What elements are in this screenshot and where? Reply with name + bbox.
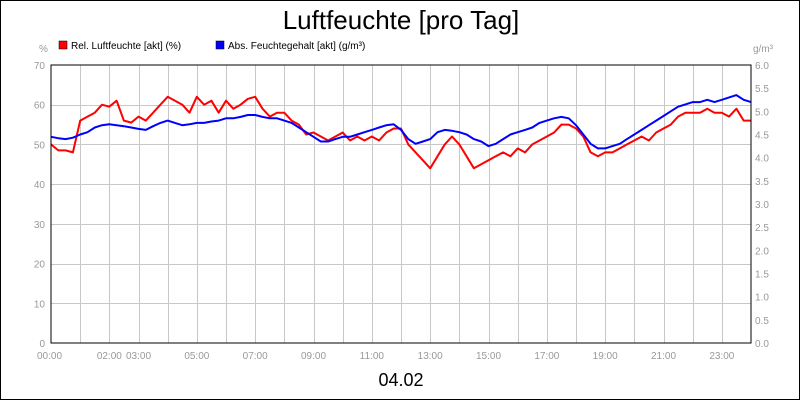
x-tick-label: 23:00 bbox=[709, 351, 734, 362]
y-right-ticks: 0.0 0.5 1.0 1.5 2.0 2.5 3.0 3.5 4.0 4.5 5.0 5.5 6.0 bbox=[755, 61, 769, 350]
y-right-tick-label: 1.0 bbox=[755, 293, 769, 304]
y-right-tick-label: 2.5 bbox=[755, 223, 769, 234]
y-right-tick-label: 4.0 bbox=[755, 154, 769, 165]
x-tick-label: 02:00 bbox=[97, 351, 122, 362]
y-left-tick-label: 0 bbox=[39, 339, 45, 350]
x-tick-label: 00:00 bbox=[37, 351, 62, 362]
x-ticks: 00:00 02:00 03:00 05:00 07:00 09:00 11:00 13:00… bbox=[37, 351, 735, 362]
date-label: 04.02 bbox=[378, 370, 423, 390]
y-right-tick-label: 2.0 bbox=[755, 246, 769, 257]
y-left-tick-label: 20 bbox=[34, 260, 46, 271]
x-tick-label: 05:00 bbox=[184, 351, 209, 362]
x-tick-label: 03:00 bbox=[126, 351, 151, 362]
y-left-tick-label: 60 bbox=[34, 101, 46, 112]
left-axis-unit: % bbox=[39, 44, 48, 55]
x-tick-label: 17:00 bbox=[534, 351, 559, 362]
y-left-tick-label: 50 bbox=[34, 140, 46, 151]
series bbox=[50, 94, 752, 170]
x-tick-label: 15:00 bbox=[476, 351, 501, 362]
y-right-tick-label: 1.5 bbox=[755, 270, 769, 281]
legend: Rel. Luftfeuchte [akt] (%) Abs. Feuchteg… bbox=[58, 40, 365, 52]
y-right-tick-label: 4.5 bbox=[755, 131, 769, 142]
series-line-rel-humidity bbox=[50, 95, 751, 170]
y-left-tick-label: 10 bbox=[34, 299, 46, 310]
x-tick-label: 11:00 bbox=[360, 351, 385, 362]
x-tick-label: 07:00 bbox=[243, 351, 268, 362]
y-right-tick-label: 5.0 bbox=[755, 107, 769, 118]
y-left-tick-label: 30 bbox=[34, 220, 46, 231]
y-right-tick-label: 3.5 bbox=[755, 177, 769, 188]
legend-swatch-abs bbox=[215, 40, 225, 50]
y-left-tick-label: 70 bbox=[34, 61, 46, 72]
grid bbox=[51, 65, 751, 343]
y-right-tick-label: 0.0 bbox=[755, 339, 769, 350]
y-left-tick-label: 40 bbox=[34, 180, 46, 191]
series-line-abs-humidity bbox=[50, 94, 752, 150]
y-right-tick-label: 5.5 bbox=[755, 84, 769, 95]
legend-swatch-rel bbox=[58, 40, 68, 50]
x-tick-label: 21:00 bbox=[651, 351, 676, 362]
x-tick-label: 19:00 bbox=[593, 351, 618, 362]
right-axis-unit: g/m³ bbox=[753, 44, 774, 55]
chart-title: Luftfeuchte [pro Tag] bbox=[283, 5, 520, 35]
y-right-tick-label: 3.0 bbox=[755, 200, 769, 211]
y-right-tick-label: 6.0 bbox=[755, 61, 769, 72]
y-right-tick-label: 0.5 bbox=[755, 316, 769, 327]
x-tick-label: 09:00 bbox=[301, 351, 326, 362]
x-tick-label: 13:00 bbox=[418, 351, 443, 362]
plot-border bbox=[50, 64, 752, 344]
legend-label-rel: Rel. Luftfeuchte [akt] (%) bbox=[71, 41, 181, 52]
legend-label-abs: Abs. Feuchtegehalt [akt] (g/m³) bbox=[228, 41, 365, 52]
y-left-ticks: 0 10 20 30 40 50 60 70 bbox=[34, 61, 46, 350]
